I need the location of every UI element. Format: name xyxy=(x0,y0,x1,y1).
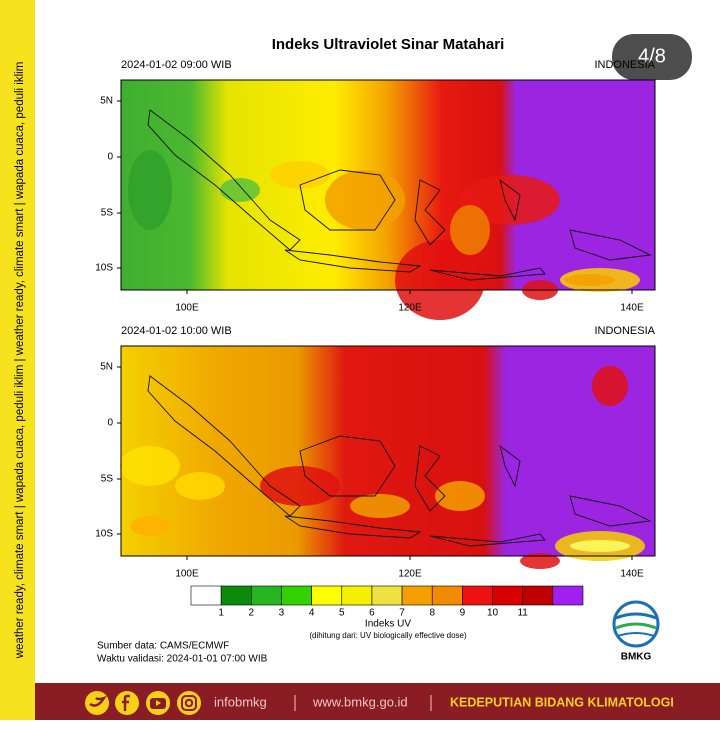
map-panel: 2024-01-02 10:00 WIB INDONESIA 5N 0 5S 10S 100… xyxy=(95,325,655,580)
map-panel: 2024-01-02 09:00 WIB INDONESIA 5N 0 5S 10S 100… xyxy=(95,59,656,320)
coastline xyxy=(429,267,546,281)
side-banner: weather ready, climate smart | wapada cu… xyxy=(14,62,26,660)
coastline xyxy=(147,109,301,251)
uv-patch xyxy=(120,446,180,486)
coastline xyxy=(147,375,301,517)
uv-patch xyxy=(435,481,485,511)
coastline xyxy=(569,229,652,261)
source: Sumber data: CAMS/ECMWF xyxy=(97,641,229,652)
uv-patch xyxy=(128,150,172,230)
page-counter-badge xyxy=(612,34,692,80)
uv-patch xyxy=(350,494,410,518)
coastline xyxy=(414,179,446,246)
lon-tick-label: 120E xyxy=(398,569,422,580)
coastline xyxy=(499,178,521,222)
side-strip xyxy=(0,0,35,720)
map-frame xyxy=(120,345,656,557)
uv-patch xyxy=(520,553,560,569)
lon-tick-label: 120E xyxy=(398,303,422,314)
colorbar-label: 6 xyxy=(369,608,375,619)
colorbar-label: 11 xyxy=(517,608,528,619)
bmkg-logo xyxy=(612,600,660,648)
colorbar-label: 2 xyxy=(249,608,255,619)
lat-tick-label: 5S xyxy=(101,474,114,485)
logo-text: BMKG xyxy=(621,652,652,663)
uv-patch xyxy=(450,205,490,255)
colorbar-box xyxy=(190,585,222,606)
colorbar-box xyxy=(431,585,463,606)
uv-field xyxy=(121,346,655,556)
colorbar-title: Indeks UV xyxy=(365,619,411,630)
colorbar-label: 10 xyxy=(487,608,499,619)
lat-tick-label: 5S xyxy=(101,208,114,219)
lon-tick-label: 140E xyxy=(620,569,644,580)
colorbar-box xyxy=(220,585,252,606)
colorbar-box xyxy=(522,585,554,606)
colorbar-box xyxy=(462,585,493,606)
lat-tick-label: 10S xyxy=(95,263,113,274)
lat-tick-label: 0 xyxy=(107,418,113,429)
panel-datetime: 2024-01-02 09:00 WIB xyxy=(121,59,232,71)
uv-patch xyxy=(260,466,340,506)
panel-datetime: 2024-01-02 10:00 WIB xyxy=(121,325,232,337)
colorbar-label: 4 xyxy=(309,608,315,619)
colorbar-label: 7 xyxy=(399,608,405,619)
panels: 2024-01-02 09:00 WIB INDONESIA 5N 0 5S 10S 100… xyxy=(95,59,655,580)
coastline xyxy=(414,445,446,512)
colorbar-box xyxy=(401,585,433,606)
uv-patch xyxy=(220,178,260,202)
footer-social: infobmkg xyxy=(214,694,267,709)
coastline xyxy=(429,533,546,547)
colorbar: 1 2 3 4 5 6 7 8 9 10 11 xyxy=(190,585,584,619)
colorbar-label: 9 xyxy=(460,608,466,619)
coastline xyxy=(299,169,396,231)
colorbar-label: 1 xyxy=(218,608,224,619)
coastline xyxy=(299,435,396,497)
validity: Waktu validasi: 2024-01-01 07:00 WIB xyxy=(97,654,268,665)
colorbar-note: (dihitung dari: UV biologically effectiv… xyxy=(309,631,467,640)
uv-patch xyxy=(175,472,225,500)
colorbar-label: 5 xyxy=(339,608,345,619)
lat-tick-label: 0 xyxy=(107,152,113,163)
lat-tick-label: 5N xyxy=(100,96,113,107)
uv-patch xyxy=(325,170,405,230)
uv-patch xyxy=(565,274,615,286)
uv-patch xyxy=(570,540,630,552)
uv-patch xyxy=(130,516,170,536)
map-frame xyxy=(120,79,656,291)
colorbar-box xyxy=(251,585,282,606)
lat-tick-label: 10S xyxy=(95,529,113,540)
uv-patch xyxy=(592,366,628,406)
uv-patch xyxy=(395,240,485,320)
colorbar-label: 8 xyxy=(429,608,435,619)
colorbar-box xyxy=(281,585,312,606)
panel-region: INDONESIA xyxy=(594,325,655,337)
lon-tick-label: 100E xyxy=(175,303,199,314)
title: Indeks Ultraviolet Sinar Matahari xyxy=(272,36,505,53)
colorbar-box xyxy=(311,585,343,606)
footer-department: KEDEPUTIAN BIDANG KLIMATOLOGI xyxy=(450,695,674,709)
footer-website: www.bmkg.go.id xyxy=(312,694,408,709)
colorbar-label: 3 xyxy=(279,608,285,619)
lon-tick-label: 100E xyxy=(175,569,199,580)
page-counter: 4/8 xyxy=(638,45,666,67)
lat-tick-label: 5N xyxy=(100,362,113,373)
social-icons xyxy=(85,691,201,715)
colorbar-box xyxy=(552,585,584,606)
panel-region: INDONESIA xyxy=(594,59,655,71)
coastline xyxy=(284,515,422,539)
uv-patch xyxy=(460,175,560,225)
lon-tick-label: 140E xyxy=(620,303,644,314)
coastline xyxy=(569,495,652,527)
coastline xyxy=(284,249,422,273)
colorbar-box xyxy=(492,585,523,606)
coastline xyxy=(499,444,521,488)
colorbar-box xyxy=(341,585,373,606)
colorbar-box xyxy=(371,585,403,606)
uv-patch xyxy=(270,161,330,189)
